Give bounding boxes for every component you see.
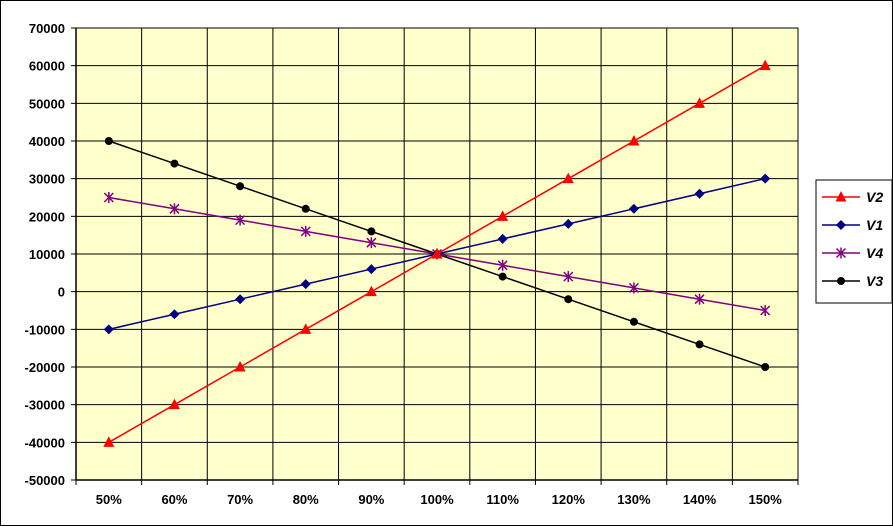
data-point-v1 (300, 279, 311, 290)
data-point-v2 (365, 285, 377, 297)
x-tick-label: 110% (486, 492, 519, 507)
y-tick-label: -40000 (25, 435, 65, 450)
data-point-v1 (235, 294, 246, 305)
data-point-v2 (234, 361, 246, 372)
data-point-v3 (695, 340, 704, 349)
data-point-v3 (629, 317, 638, 326)
data-point-v4 (235, 214, 246, 226)
data-point-v3 (301, 204, 310, 213)
x-tick-label: 80% (293, 492, 319, 507)
data-point-v1 (628, 203, 639, 214)
y-tick-label: 20000 (29, 209, 65, 224)
data-point-v4 (694, 293, 705, 305)
data-point-v1 (103, 324, 114, 335)
legend-marker (837, 277, 845, 285)
data-point-v3 (236, 182, 245, 191)
legend: V2 V1 V4 V3 (815, 179, 892, 304)
y-tick-label: 10000 (29, 247, 65, 262)
x-tick-label: 90% (358, 492, 384, 507)
data-point-v4 (300, 225, 311, 237)
x-tick-label: 150% (749, 492, 783, 507)
y-tick-label: -20000 (25, 360, 65, 375)
data-point-v3 (564, 295, 573, 304)
data-point-v4 (628, 282, 639, 294)
legend-entry-v3: V3 (822, 273, 883, 289)
data-point-v1 (366, 264, 377, 275)
data-point-v2 (759, 59, 771, 71)
data-point-v4 (103, 192, 114, 203)
legend-marker (835, 191, 847, 202)
data-point-v2 (562, 172, 574, 184)
data-point-v1 (563, 218, 574, 229)
data-point-v2 (168, 398, 180, 410)
y-tick-label: 40000 (29, 134, 65, 149)
data-point-v1 (760, 173, 771, 184)
data-point-v2 (628, 135, 640, 146)
data-point-v1 (169, 309, 180, 320)
y-tick-label: -10000 (25, 322, 65, 337)
data-point-v2 (431, 248, 443, 259)
x-tick-label: 50% (96, 492, 122, 507)
legend-label: V4 (866, 245, 883, 261)
legend-entry-v1: V1 (822, 217, 883, 233)
legend-label: V2 (866, 189, 883, 205)
x-axis: 50% 60% 70% 80% 90% 100% 110% 120% 130% 140% 150% (75, 479, 799, 507)
data-point-v4 (366, 237, 377, 249)
data-point-v3 (170, 159, 179, 168)
data-point-v2 (497, 210, 509, 221)
series-group (103, 59, 771, 447)
data-point-v2 (300, 323, 312, 334)
data-point-v3 (367, 227, 376, 236)
x-tick-label: 100% (420, 492, 454, 507)
y-tick-label: 50000 (29, 96, 65, 111)
data-point-v2 (103, 436, 115, 447)
x-tick-label: 130% (617, 492, 651, 507)
data-point-v4 (169, 203, 180, 215)
legend-box (815, 179, 892, 304)
data-point-v4 (760, 305, 771, 316)
y-tick-label: 60000 (29, 59, 65, 74)
x-tick-label: 120% (552, 492, 586, 507)
y-axis: 70000 60000 50000 40000 30000 20000 10000 0 -100… (25, 21, 77, 488)
legend-entry-v2: V2 (822, 189, 883, 205)
data-point-v4 (497, 259, 508, 271)
x-tick-label: 60% (161, 492, 187, 507)
data-point-v3 (104, 137, 113, 145)
y-tick-label: -50000 (25, 473, 65, 488)
x-tick-label: 140% (683, 492, 717, 507)
data-point-v3 (761, 363, 770, 371)
x-tick-label: 70% (227, 492, 253, 507)
data-point-v2 (694, 97, 706, 108)
data-point-v3 (498, 272, 507, 281)
legend-label: V3 (866, 273, 883, 289)
legend-entry-v4: V4 (822, 245, 883, 261)
series-v2 (103, 59, 771, 447)
data-point-v1 (694, 188, 705, 199)
legend-marker (836, 220, 846, 230)
y-tick-label: 30000 (29, 172, 65, 187)
legend-label: V1 (866, 217, 883, 233)
data-point-v1 (497, 233, 508, 244)
legend-marker (835, 247, 847, 259)
data-point-v4 (563, 271, 574, 283)
y-tick-label: 70000 (29, 21, 65, 36)
y-tick-label: 0 (58, 285, 65, 300)
y-tick-label: -30000 (25, 398, 65, 413)
